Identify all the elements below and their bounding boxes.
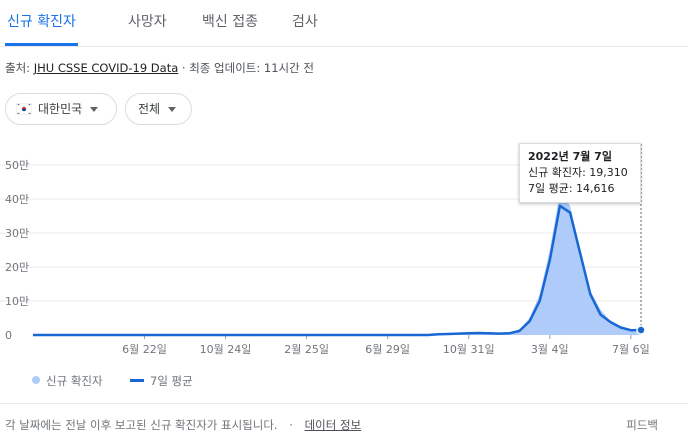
- source-line: 출처: JHU CSSE COVID-19 Data · 최종 업데이트: 11…: [5, 60, 314, 76]
- legend-label-cases: 신규 확진자: [46, 374, 103, 388]
- legend-line-icon: [130, 379, 144, 382]
- chart-series: [33, 192, 642, 337]
- y-tick-label: 10만: [5, 295, 29, 308]
- x-tick-label: 6월 22일: [122, 342, 167, 356]
- source-prefix: 출처:: [5, 61, 34, 75]
- period-dropdown[interactable]: 전체: [125, 93, 192, 125]
- period-value: 전체: [138, 102, 161, 116]
- chevron-down-icon: [168, 107, 177, 112]
- footer-separator: ·: [289, 418, 293, 432]
- hover-point: [636, 325, 646, 335]
- y-tick-label: 0: [5, 329, 12, 342]
- region-dropdown[interactable]: 대한민국: [5, 93, 117, 125]
- legend-item-cases: 신규 확진자: [32, 373, 103, 389]
- legend-dot-icon: [32, 376, 40, 384]
- tab-vaccinations[interactable]: 백신 접종: [202, 14, 258, 30]
- series-cases-area: [33, 192, 641, 335]
- x-tick-label: 2월 25일: [284, 342, 329, 356]
- tooltip-average: 7일 평균: 14,616: [528, 182, 615, 195]
- tab-new-cases[interactable]: 신규 확진자: [5, 0, 78, 46]
- y-tick-label: 30만: [5, 227, 29, 240]
- x-tick-label: 6월 29일: [365, 342, 410, 356]
- source-link[interactable]: JHU CSSE COVID-19 Data: [33, 61, 179, 75]
- tooltip-cases: 신규 확진자: 19,310: [528, 166, 628, 179]
- footer-divider: [0, 403, 688, 404]
- x-tick-label: 3월 4일: [531, 342, 569, 356]
- chevron-down-icon: [90, 107, 99, 112]
- x-tick-label: 10월 31일: [443, 342, 495, 356]
- y-axis: 0 10만 20만 30만 40만 50만: [5, 159, 29, 342]
- footer-note: 각 날짜에는 전날 이후 보고된 신규 확진자가 표시됩니다.: [5, 418, 278, 432]
- tooltip-date: 2022년 7월 7일: [528, 150, 612, 163]
- feedback-link[interactable]: 피드백: [626, 418, 658, 432]
- series-average-line: [33, 204, 642, 337]
- x-tick-label: 7월 6일: [612, 342, 650, 356]
- tab-tests[interactable]: 검사: [292, 14, 318, 30]
- legend-label-average: 7일 평균: [150, 374, 193, 388]
- korea-flag-icon: [16, 103, 32, 115]
- y-tick-label: 20만: [5, 261, 29, 274]
- legend-item-average: 7일 평균: [130, 373, 193, 389]
- tab-bar: 신규 확진자 사망자 백신 접종 검사: [0, 0, 688, 47]
- hover-marker: [636, 144, 646, 335]
- chart-tooltip: 2022년 7월 7일 신규 확진자: 19,310 7일 평균: 14,616: [519, 143, 641, 203]
- y-tick-label: 40만: [5, 193, 29, 206]
- tab-deaths[interactable]: 사망자: [128, 14, 167, 30]
- y-tick-label: 50만: [5, 159, 29, 172]
- x-tick-label: 10월 24일: [200, 342, 252, 356]
- footer-note-line: 각 날짜에는 전날 이후 보고된 신규 확진자가 표시됩니다. · 데이터 정보: [5, 417, 361, 433]
- data-info-link[interactable]: 데이터 정보: [304, 418, 362, 432]
- last-updated: · 최종 업데이트: 11시간 전: [178, 61, 314, 75]
- x-axis: 6월 22일 10월 24일 2월 25일 6월 29일 10월 31일 3월 4일 7월 …: [122, 335, 650, 356]
- region-value: 대한민국: [38, 102, 83, 116]
